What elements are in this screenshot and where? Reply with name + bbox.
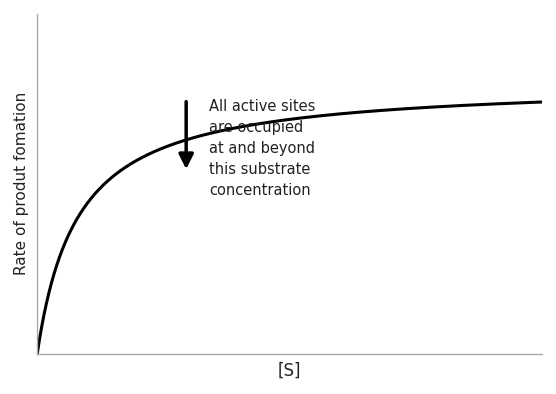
Y-axis label: Rate of produt fomation: Rate of produt fomation	[14, 92, 29, 275]
Text: All active sites
are occupied
at and beyond
this substrate
concentration: All active sites are occupied at and bey…	[209, 99, 315, 198]
X-axis label: [S]: [S]	[278, 362, 301, 380]
